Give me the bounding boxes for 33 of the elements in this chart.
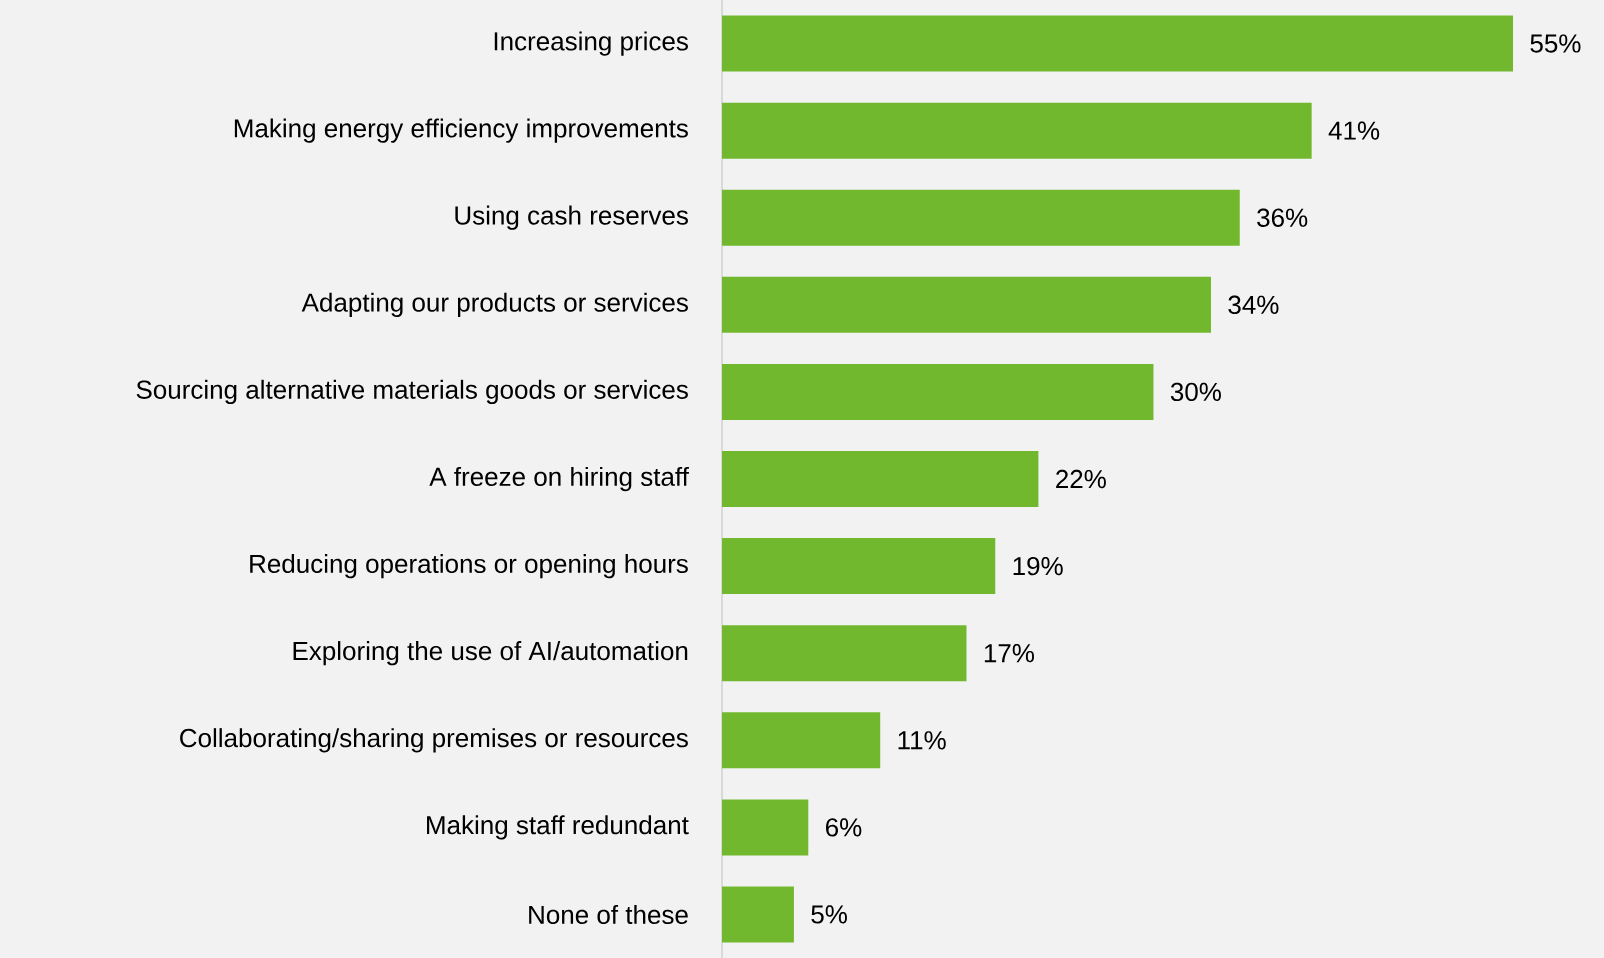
bar [722,363,1154,420]
bar [722,886,794,943]
data-label: 22% [1056,469,1106,489]
data-label: 6% [826,818,862,837]
data-label: 5% [811,905,847,924]
y-tick-label: Using cash reserves [455,205,688,230]
bar [722,625,967,682]
y-tick-label: Reducing operations or opening hours [250,553,688,579]
bar [722,102,1312,159]
data-label: 19% [1013,556,1063,576]
y-tick-label: A freeze on hiring staff [429,466,689,492]
y-tick-label: Increasing prices [494,31,688,56]
data-label: 41% [1328,121,1380,140]
y-tick-label: Making energy efficiency improvements [234,118,688,143]
data-label: 36% [1257,208,1308,227]
y-tick-label: Sourcing alternative materials goods or services [136,379,688,405]
data-label: 30% [1170,382,1221,402]
bar [722,451,1039,508]
bar [722,276,1211,333]
y-tick-label: Making staff redundant [427,815,689,840]
y-tick-label: Adapting our products or services [301,292,688,317]
bar [722,712,881,769]
y-tick-label: Collaborating/sharing premises or resources [180,728,688,753]
y-tick-label: None of these [529,904,688,925]
bar [722,538,996,595]
y-tick-label: Exploring the use of AI/automation [293,641,688,666]
data-label: 55% [1530,34,1581,53]
bar [722,189,1240,246]
data-label: 17% [984,644,1034,663]
data-label: 34% [1228,295,1279,315]
data-label: 11% [898,731,946,750]
bar [722,15,1514,72]
bar [722,799,809,856]
